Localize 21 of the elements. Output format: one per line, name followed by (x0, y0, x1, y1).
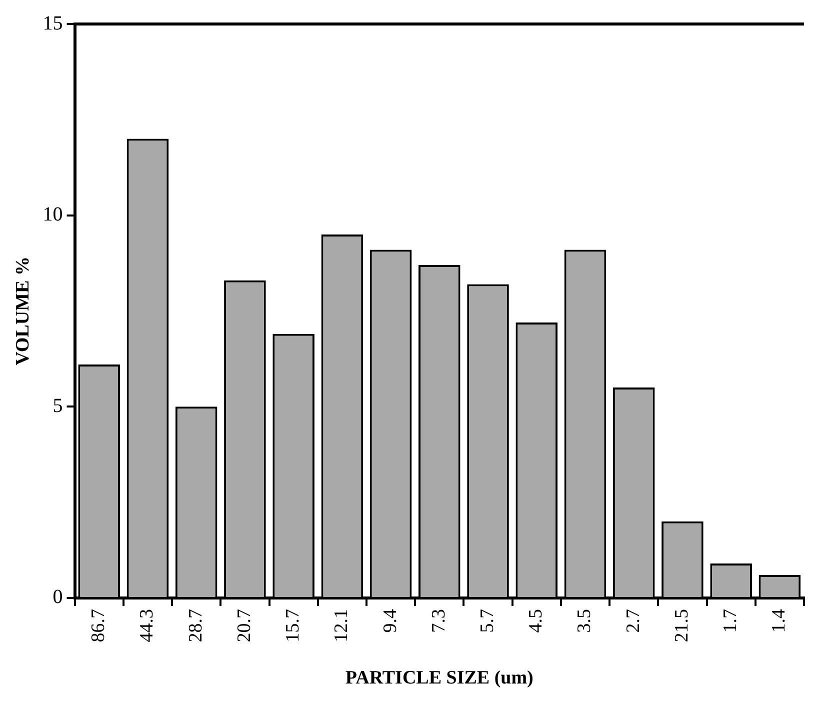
x-tick-label: 12.1 (331, 608, 352, 642)
x-tick-label: 9.4 (380, 608, 401, 633)
x-tick-label: 86.7 (88, 608, 110, 642)
y-tick-label: 5 (52, 394, 63, 417)
x-tick-label: 28.7 (185, 608, 206, 642)
x-tick-label: 44.3 (136, 608, 158, 642)
y-tick-label: 0 (52, 586, 63, 608)
y-axis-title: VOLUME % (12, 256, 34, 366)
y-tick-label: 15 (42, 12, 63, 34)
x-tick-label: 4.5 (526, 608, 547, 633)
x-tick-label: 3.5 (574, 608, 596, 633)
x-tick-label: 1.7 (720, 608, 742, 633)
x-tick-label: 20.7 (234, 608, 255, 642)
x-axis-title: PARTICLE SIZE (um) (345, 668, 534, 689)
x-tick-label: 21.5 (671, 608, 692, 642)
x-tick-label: 7.3 (428, 608, 450, 633)
x-tick-label: 2.7 (622, 608, 644, 633)
x-tick-label: 5.7 (477, 608, 498, 633)
x-tick-label: 15.7 (282, 608, 304, 642)
x-tick-label: 1.4 (768, 608, 790, 633)
y-tick-label: 10 (42, 204, 63, 226)
